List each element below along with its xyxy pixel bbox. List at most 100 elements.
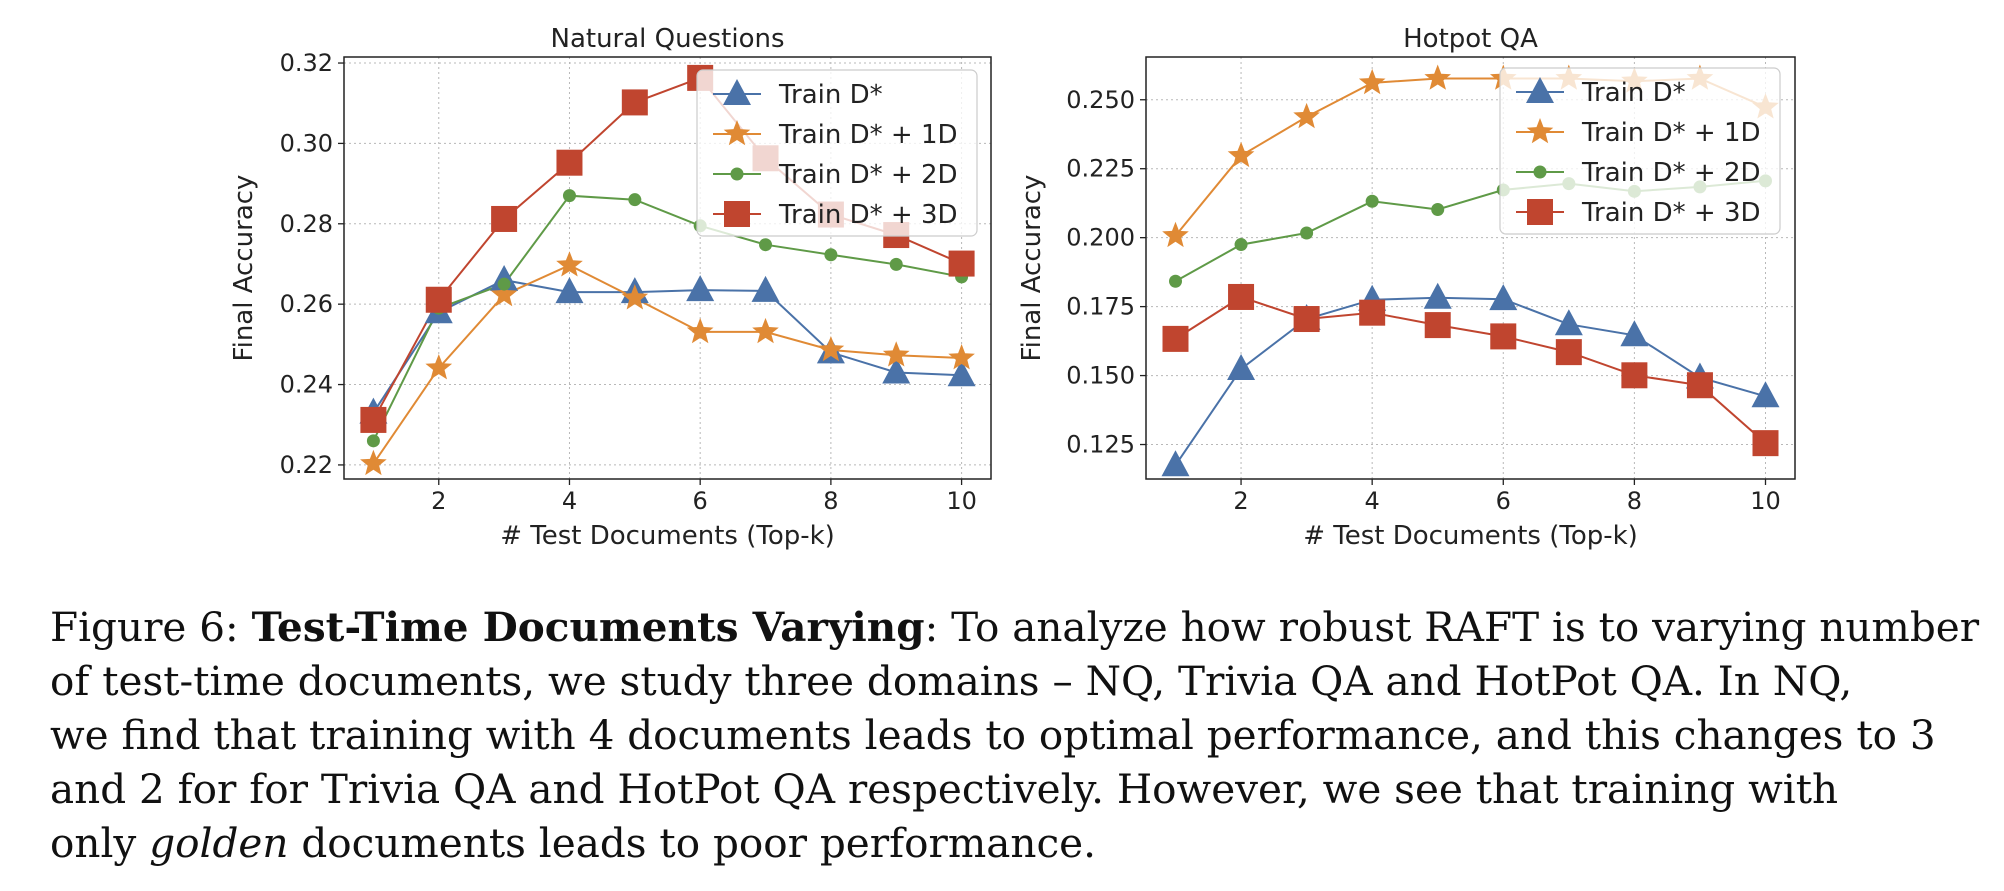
- data-point: [1300, 226, 1314, 240]
- data-point: [621, 284, 649, 310]
- y-tick-label: 0.250: [1066, 86, 1135, 114]
- x-tick-label: 6: [693, 487, 708, 515]
- data-point: [1359, 299, 1386, 326]
- x-axis-label: # Test Documents (Top-k): [500, 521, 835, 551]
- data-point: [889, 257, 903, 271]
- y-tick-label: 0.22: [280, 451, 333, 479]
- legend-label: Train D* + 2D: [778, 160, 958, 190]
- legend-marker: [723, 120, 751, 146]
- legend-marker: [1527, 199, 1553, 225]
- data-point: [882, 357, 911, 384]
- y-tick-label: 0.24: [280, 371, 333, 399]
- legend-marker: [723, 79, 751, 105]
- x-axis-label: # Test Documents (Top-k): [1303, 521, 1638, 551]
- figure: Train D* Train D* + 1D Train D* + 2D Train …: [229, 24, 1796, 551]
- data-point: [1161, 450, 1190, 477]
- data-point: [1752, 430, 1779, 457]
- data-point: [817, 336, 845, 362]
- caption-line-5-end: documents leads to poor performance.: [301, 819, 1097, 867]
- data-point: [1234, 238, 1248, 252]
- data-point: [824, 248, 838, 262]
- data-point: [366, 434, 380, 448]
- x-tick-label: 2: [431, 487, 446, 515]
- data-point: [1227, 141, 1255, 168]
- data-point: [752, 317, 779, 344]
- data-point: [1227, 353, 1256, 380]
- x-tick-label: 8: [823, 487, 838, 515]
- caption-line-3: we find that training with 4 documents l…: [50, 711, 1936, 759]
- legend-label: Train D*: [1581, 78, 1686, 108]
- legend-label: Train D* + 3D: [778, 200, 958, 230]
- data-point: [1365, 194, 1379, 208]
- y-tick-label: 0.32: [280, 49, 333, 77]
- y-tick-label: 0.225: [1066, 155, 1135, 183]
- x-tick-label: 10: [1750, 487, 1781, 515]
- data-point: [556, 149, 583, 176]
- caption-line-4: and 2 for for Trivia QA and HotPot QA re…: [50, 765, 1839, 813]
- data-point: [1424, 64, 1451, 90]
- data-point: [1424, 312, 1451, 339]
- data-point: [1555, 339, 1582, 366]
- data-point: [628, 193, 642, 207]
- legend-label: Train D* + 2D: [1581, 158, 1761, 188]
- data-point: [1358, 68, 1386, 95]
- chart-title: Hotpot QA: [1403, 24, 1538, 54]
- data-point: [490, 280, 518, 307]
- data-point: [1490, 323, 1517, 350]
- caption-golden: golden: [149, 819, 289, 867]
- data-point: [1489, 284, 1518, 311]
- y-tick-label: 0.200: [1066, 224, 1135, 252]
- data-point: [1162, 221, 1189, 248]
- figure-caption: Figure 6: Test-Time Documents Varying: T…: [50, 600, 2000, 870]
- data-point: [882, 341, 910, 367]
- data-point: [621, 89, 648, 116]
- legend-marker: [730, 167, 744, 181]
- legend-marker: [1533, 165, 1547, 179]
- data-point: [1293, 102, 1320, 129]
- chart-hotpot-qa: Train D* Train D* + 1D Train D* + 2D Train …: [1017, 24, 1796, 551]
- legend-marker: [1526, 118, 1554, 144]
- data-point: [948, 250, 975, 277]
- caption-line-1-rest: : To analyze how robust RAFT is to varyi…: [924, 603, 1980, 651]
- series-line: [372, 194, 962, 442]
- x-tick-label: 4: [562, 487, 577, 515]
- data-point: [1228, 283, 1255, 310]
- data-point: [1169, 274, 1182, 288]
- caption-title: Test-Time Documents Varying: [251, 603, 925, 651]
- data-point: [947, 360, 976, 387]
- caption-figure-label: Figure 6:: [50, 603, 239, 651]
- legend: Train D* Train D* + 1D Train D* + 2D Train …: [1499, 67, 1781, 235]
- caption-line-5: only golden documents leads to poor perf…: [50, 816, 2000, 870]
- data-point: [425, 286, 452, 313]
- data-point: [686, 275, 715, 302]
- legend-marker: [1526, 77, 1554, 103]
- x-tick-label: 10: [946, 487, 977, 515]
- series-line: [1174, 295, 1767, 444]
- legend-label: Train D* + 3D: [1581, 198, 1761, 228]
- legend-marker: [724, 201, 750, 227]
- y-tick-label: 0.150: [1066, 362, 1135, 390]
- caption-line-1: Figure 6: Test-Time Documents Varying: T…: [50, 600, 2000, 654]
- data-point: [491, 205, 518, 232]
- x-tick-label: 8: [1627, 487, 1642, 515]
- data-point: [360, 449, 387, 476]
- legend-label: Train D*: [778, 80, 883, 110]
- data-point: [759, 238, 773, 252]
- data-point: [562, 189, 576, 203]
- caption-line-2: of test-time documents, we study three d…: [50, 657, 1853, 705]
- data-point: [686, 317, 714, 344]
- legend-box: [696, 69, 978, 237]
- data-point: [1162, 325, 1189, 352]
- data-point: [360, 406, 387, 433]
- series-line: [372, 264, 962, 465]
- data-point: [751, 275, 780, 302]
- x-tick-label: 2: [1233, 487, 1248, 515]
- y-tick-label: 0.175: [1066, 293, 1135, 321]
- axes-frame: [1145, 56, 1796, 480]
- y-tick-label: 0.125: [1066, 431, 1135, 459]
- data-point: [1293, 306, 1320, 333]
- data-point: [1423, 282, 1452, 309]
- data-point: [555, 277, 584, 304]
- data-point: [1554, 309, 1583, 336]
- x-tick-label: 6: [1496, 487, 1511, 515]
